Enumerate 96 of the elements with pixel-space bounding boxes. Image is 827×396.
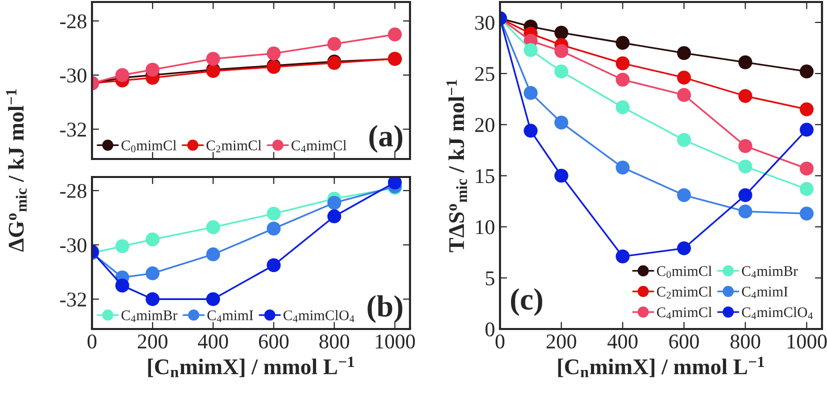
point xyxy=(554,26,568,40)
point xyxy=(616,160,630,174)
point xyxy=(554,116,568,130)
point xyxy=(206,292,220,306)
annotation: (c) xyxy=(511,288,542,316)
y-tick-label: 10 xyxy=(476,220,494,234)
legend-label: C$_{0}$mimCl xyxy=(122,140,176,152)
point xyxy=(388,28,402,42)
y-tick-label: 30 xyxy=(475,16,494,30)
point xyxy=(738,139,752,154)
x-tick-label: 200 xyxy=(546,334,576,349)
y-tick-label: -30 xyxy=(60,68,86,83)
x-tick-label: 200 xyxy=(138,334,168,349)
point xyxy=(206,52,220,66)
point xyxy=(524,86,538,100)
point xyxy=(800,102,814,116)
point xyxy=(554,168,568,183)
point xyxy=(616,250,630,264)
legend-label: C$_{4}$mimCl xyxy=(656,306,712,320)
point xyxy=(616,56,630,70)
x-tick-label: 400 xyxy=(198,334,228,349)
point xyxy=(677,188,691,202)
legend-label: C$_{0}$mimCl xyxy=(656,266,712,278)
point xyxy=(738,204,752,218)
y-tick-label: 0 xyxy=(486,322,494,336)
legend-label: C$_{4}$mimBr xyxy=(742,266,798,278)
x-tick-label: 800 xyxy=(730,334,760,349)
point xyxy=(677,70,691,85)
legend-label: C$_{4}$mimClO$_{4}$ xyxy=(284,310,354,322)
point xyxy=(554,64,568,78)
y-tick-label: 15 xyxy=(476,169,494,184)
point xyxy=(554,44,568,58)
legend-label: C$_{4}$mimI xyxy=(207,310,254,322)
point xyxy=(115,278,130,293)
point xyxy=(800,122,814,137)
x-tick-label: 800 xyxy=(319,334,350,349)
legend-label: C$_{4}$mimClO$_{4}$ xyxy=(742,306,813,320)
point xyxy=(677,46,691,60)
point xyxy=(738,55,752,70)
legend-label: C$_{4}$mimBr xyxy=(122,310,178,322)
point xyxy=(266,46,281,60)
y-tick-label: 5 xyxy=(486,271,494,286)
legend-label: C$_{4}$mimI xyxy=(742,286,788,298)
point xyxy=(146,292,160,306)
point xyxy=(327,209,342,224)
y-tick-label: -32 xyxy=(60,122,86,137)
point xyxy=(738,160,752,174)
point xyxy=(388,177,402,190)
point xyxy=(616,36,630,50)
point xyxy=(327,37,342,51)
point xyxy=(677,241,691,256)
point xyxy=(800,162,814,176)
x-tick-label: 0 xyxy=(88,334,96,349)
x-tick-label: 1000 xyxy=(376,334,415,349)
x-tick-label: 400 xyxy=(607,334,638,349)
x-tick-label: 600 xyxy=(669,334,699,349)
legend-label: C$_{2}$mimCl xyxy=(206,140,262,152)
y-tick-label: 25 xyxy=(475,66,494,81)
point xyxy=(800,206,814,220)
y-tick-label: 20 xyxy=(475,118,494,132)
x-axis-title: [C$_{n}$mimX] / mmol L$^{−1}$ xyxy=(558,356,764,378)
annotation: (a) xyxy=(369,125,402,153)
point xyxy=(327,196,342,210)
point xyxy=(524,124,538,138)
y-tick-label: -30 xyxy=(60,238,86,252)
point xyxy=(266,222,281,236)
point xyxy=(800,182,814,196)
x-tick-label: 0 xyxy=(496,334,504,349)
point xyxy=(146,232,160,246)
annotation: (b) xyxy=(368,295,402,323)
point xyxy=(206,247,220,262)
y-tick-label: -32 xyxy=(60,292,86,307)
x-tick-label: 1000 xyxy=(788,334,827,349)
point xyxy=(266,258,281,272)
point xyxy=(616,72,630,87)
legend-label: C$_{4}$mimCl xyxy=(292,140,346,152)
point xyxy=(115,68,130,82)
point xyxy=(146,62,160,77)
point xyxy=(800,64,814,78)
point xyxy=(616,100,630,114)
point xyxy=(677,88,691,102)
y-tick-label: -28 xyxy=(60,14,86,28)
y-axis-title: TΔS$^{o}$$_{mic}$ / kJ mol$^{−1}$ xyxy=(446,80,468,252)
x-axis-title: [C$_{n}$mimX] / mmol L$^{−1}$ xyxy=(148,356,354,378)
x-tick-label: 600 xyxy=(258,334,289,349)
point xyxy=(738,188,752,202)
legend-label: C$_{2}$mimCl xyxy=(656,286,712,298)
y-tick-label: -28 xyxy=(60,184,86,198)
point xyxy=(206,220,220,234)
point xyxy=(115,239,130,254)
y-axis-title: ΔG$^{o}$$_{mic}$ / kJ mol$^{−1}$ xyxy=(6,89,27,252)
point xyxy=(677,133,691,147)
point xyxy=(738,89,752,103)
point xyxy=(524,43,538,57)
point xyxy=(266,206,281,221)
point xyxy=(146,266,160,280)
